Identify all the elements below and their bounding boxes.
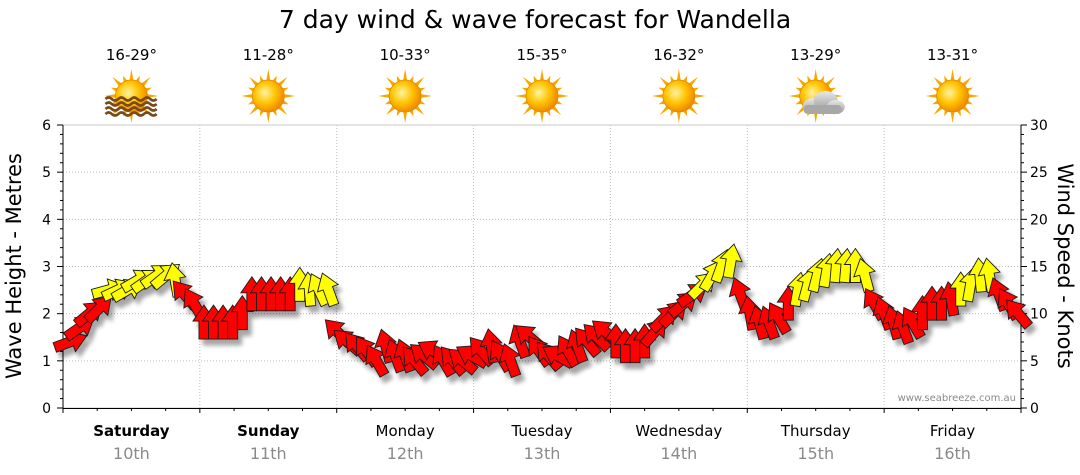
day-label: Tuesday: [510, 422, 572, 440]
plot-area: [62, 124, 1022, 409]
right-axis-label: Wind Speed - Knots: [1053, 163, 1077, 368]
date-label: 16th: [934, 444, 971, 463]
day-temperature: 13-29°: [790, 46, 841, 64]
day-temperature: 16-32°: [653, 46, 704, 64]
watermark: www.seabreeze.com.au: [898, 393, 1016, 404]
left-axis-label: Wave Height - Metres: [2, 153, 26, 379]
date-label: 12th: [387, 444, 424, 463]
sun-icon: [925, 69, 980, 123]
left-tick-label: 2: [42, 307, 51, 323]
right-tick-label: 0: [1030, 401, 1039, 417]
left-tick-label: 3: [42, 260, 51, 276]
left-tick-label: 6: [42, 118, 51, 134]
date-label: 15th: [797, 444, 834, 463]
date-label: 13th: [524, 444, 561, 463]
chart-title: 7 day wind & wave forecast for Wandella: [279, 5, 791, 34]
left-tick-label: 1: [42, 354, 51, 370]
wind-arrow: [1006, 299, 1034, 330]
day-label: Monday: [376, 422, 435, 440]
sun-haze-icon: [104, 69, 159, 123]
date-label: 10th: [113, 444, 150, 463]
wind-arrow: [83, 295, 112, 325]
day-temperature: 13-31°: [927, 46, 978, 64]
day-label: Friday: [930, 422, 976, 440]
sun-icon: [651, 69, 706, 123]
right-tick-label: 20: [1030, 212, 1048, 228]
day-temperature: 11-28°: [243, 46, 294, 64]
left-tick-label: 4: [42, 212, 51, 228]
day-label: Wednesday: [635, 422, 722, 440]
right-tick-label: 15: [1030, 260, 1048, 276]
day-label: Sunday: [237, 422, 300, 440]
sun-icon: [378, 69, 433, 123]
right-tick-label: 30: [1030, 118, 1048, 134]
day-label: Thursday: [780, 422, 851, 440]
day-temperature: 16-29°: [106, 46, 157, 64]
wind-arrow: [498, 343, 522, 379]
date-label: 11th: [250, 444, 287, 463]
date-label: 14th: [660, 444, 697, 463]
left-tick-label: 5: [42, 165, 51, 181]
day-label: Saturday: [93, 422, 170, 440]
wind-arrow: [719, 243, 743, 279]
sun-icon: [515, 69, 569, 123]
right-tick-label: 5: [1030, 354, 1039, 370]
wind-arrow: [316, 272, 340, 308]
day-temperature: 15-35°: [516, 46, 567, 64]
right-tick-label: 10: [1030, 307, 1048, 323]
right-tick-label: 25: [1030, 165, 1048, 181]
sun-icon: [241, 69, 296, 123]
sun-cloud-icon: [788, 69, 845, 123]
day-temperature: 10-33°: [380, 46, 431, 64]
left-tick-label: 0: [42, 401, 51, 417]
